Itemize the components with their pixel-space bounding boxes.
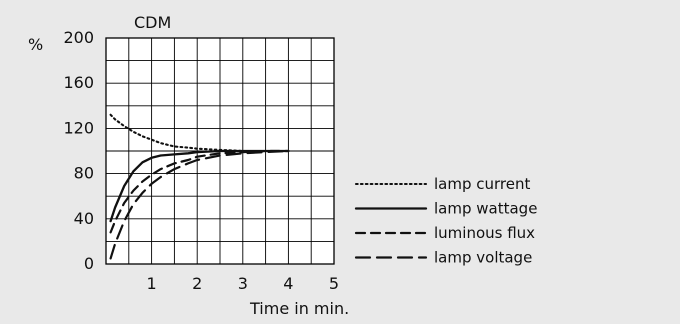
x-tick-label: 3 <box>238 274 248 293</box>
legend: lamp current lamp wattage luminous flux lam… <box>354 175 537 267</box>
y-tick-label: 0 <box>84 254 94 273</box>
x-tick-label: 5 <box>329 274 339 293</box>
x-tick-label: 2 <box>192 274 202 293</box>
y-tick-label: 120 <box>63 118 94 137</box>
x-axis-label: Time in min. <box>249 299 349 318</box>
x-tick-label: 1 <box>147 274 157 293</box>
y-axis-label: % <box>28 35 43 54</box>
y-tick-label: 80 <box>74 164 94 183</box>
chart-grid <box>105 37 335 265</box>
legend-label-luminous-flux: luminous flux <box>434 224 535 242</box>
chart-title: CDM <box>134 13 171 32</box>
y-tick-label: 160 <box>63 73 94 92</box>
legend-label-lamp-voltage: lamp voltage <box>434 249 532 267</box>
y-tick-label: 200 <box>63 28 94 47</box>
series-line-luminous-flux <box>109 149 290 234</box>
series-layer <box>109 113 290 260</box>
legend-label-lamp-wattage: lamp wattage <box>434 200 537 218</box>
series-line-lamp-wattage <box>109 149 290 223</box>
y-tick-label: 40 <box>74 209 94 228</box>
x-tick-label: 4 <box>283 274 293 293</box>
tick-layer: 0 40 80 120 160 200 1 2 3 4 5 <box>63 28 339 293</box>
legend-label-lamp-current: lamp current <box>434 175 530 193</box>
series-line-lamp-voltage <box>109 149 290 260</box>
